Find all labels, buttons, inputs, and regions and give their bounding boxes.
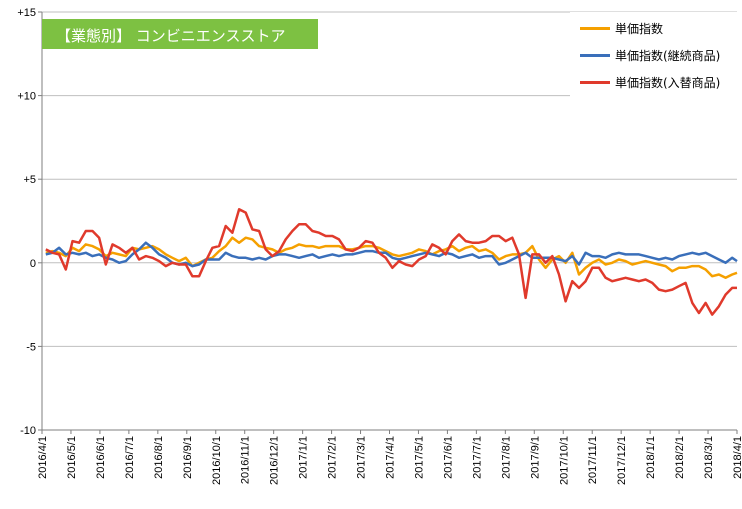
x-tick-label-22: 2018/2/1	[674, 436, 686, 479]
series-lines	[45, 208, 738, 316]
x-tick-label-17: 2017/9/1	[529, 436, 541, 479]
x-tick-label-15: 2017/7/1	[471, 436, 483, 479]
legend-swatch-replacement	[580, 80, 610, 84]
y-tick-label-1: +10	[17, 91, 36, 103]
legend-item-unit-price: 単価指数	[580, 18, 663, 38]
x-tick-label-14: 2017/6/1	[442, 436, 454, 479]
y-tick-label-3: 0	[30, 258, 36, 270]
x-tick-label-18: 2017/10/1	[558, 436, 570, 485]
x-tick-label-11: 2017/3/1	[356, 436, 368, 479]
series-line-0	[45, 236, 738, 280]
y-tick-label-0: +15	[17, 7, 36, 19]
x-tick-label-2: 2016/6/1	[95, 436, 107, 479]
x-tick-label-21: 2018/1/1	[645, 436, 657, 479]
x-tick-label-23: 2018/3/1	[703, 436, 715, 479]
x-tick-label-1: 2016/5/1	[66, 436, 78, 479]
x-axis-ticks: 2016/4/1 2016/5/1 2016/6/1 2016/7/1 2016/8/1…	[37, 430, 742, 485]
x-tick-label-10: 2017/2/1	[327, 436, 339, 479]
x-tick-label-9: 2017/1/1	[298, 436, 310, 479]
x-tick-label-4: 2016/8/1	[153, 436, 165, 479]
x-tick-label-3: 2016/7/1	[124, 436, 136, 479]
legend-label-continuing: 単価指数(継続商品)	[615, 48, 721, 63]
y-tick-label-4: -5	[26, 341, 36, 353]
legend-swatch-unit-price	[580, 26, 610, 30]
y-tick-label-2: +5	[23, 174, 36, 186]
legend-label-unit-price: 単価指数	[615, 21, 664, 36]
x-tick-label-16: 2017/8/1	[500, 436, 512, 479]
y-tick-label-5: -10	[20, 425, 36, 437]
series-line-1	[45, 241, 738, 268]
y-axis-ticks: +15 +10 +5 0 -5 -10	[17, 7, 42, 437]
legend-label-replacement: 単価指数(入替商品)	[615, 75, 721, 90]
legend: 単価指数 単価指数(継続商品) 単価指数(入替商品)	[570, 12, 740, 98]
x-tick-label-7: 2016/11/1	[240, 436, 252, 484]
legend-item-replacement: 単価指数(入替商品)	[580, 72, 720, 92]
legend-item-continuing: 単価指数(継続商品)	[580, 45, 720, 65]
x-tick-label-24: 2018/4/1	[732, 436, 742, 479]
x-tick-label-20: 2017/12/1	[616, 436, 628, 485]
x-tick-label-12: 2017/4/1	[385, 436, 397, 479]
chart-title-box: 【業態別】 コンビニエンスストア	[42, 19, 318, 49]
series-line-2	[45, 208, 737, 316]
x-tick-label-0: 2016/4/1	[37, 436, 49, 479]
x-tick-label-6: 2016/10/1	[211, 436, 223, 485]
x-tick-label-8: 2016/12/1	[269, 436, 281, 485]
chart-title: 【業態別】 コンビニエンスストア	[56, 27, 286, 45]
x-tick-label-13: 2017/5/1	[413, 436, 425, 479]
legend-swatch-continuing	[580, 53, 610, 57]
x-tick-label-5: 2016/9/1	[182, 436, 194, 479]
x-tick-label-19: 2017/11/1	[587, 436, 599, 484]
